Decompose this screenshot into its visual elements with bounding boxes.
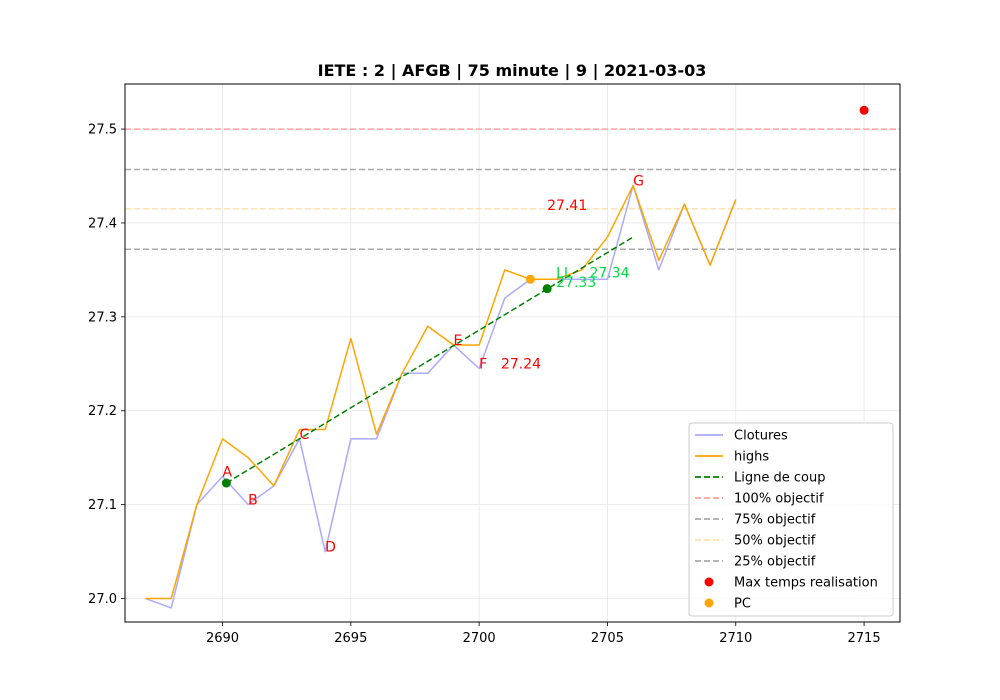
y-tick-label: 27.1 bbox=[88, 498, 117, 513]
y-tick-label: 27.3 bbox=[88, 310, 117, 325]
axes: 2690 2695 2700 2705 2710 2715 27.0 27.1 27.2 27.3… bbox=[88, 123, 881, 646]
x-tick-label: 2710 bbox=[719, 631, 752, 646]
annotation-ll: LL bbox=[556, 265, 572, 281]
chart-title: IETE : 2 | AFGB | 75 minute | 9 | 2021-0… bbox=[318, 61, 707, 81]
legend-label-pc: PC bbox=[734, 597, 751, 612]
annotation-g: G bbox=[633, 173, 644, 189]
trade-line-point bbox=[221, 478, 231, 488]
annotation-d: D bbox=[325, 540, 336, 556]
legend-marker-max-temps-realisation bbox=[704, 577, 714, 587]
legend-label-highs: highs bbox=[734, 450, 769, 465]
x-tick-label: 2705 bbox=[591, 631, 624, 646]
legend-label-max-temps-realisation: Max temps realisation bbox=[734, 576, 878, 591]
annotation-e: E bbox=[453, 333, 462, 349]
trade-line-point bbox=[542, 284, 552, 294]
y-tick-label: 27.2 bbox=[88, 404, 117, 419]
annotation-27-33: 27.33 bbox=[556, 275, 596, 291]
x-tick-label: 2690 bbox=[206, 631, 239, 646]
legend-label-clotures: Clotures bbox=[734, 429, 788, 444]
annotation-27-24: 27.24 bbox=[501, 356, 541, 372]
annotation-c: C bbox=[300, 427, 310, 443]
y-tick-label: 27.0 bbox=[88, 592, 117, 607]
legend-label-25-objectif: 25% objectif bbox=[734, 555, 816, 570]
annotation-27-41: 27.41 bbox=[547, 198, 587, 214]
legend-label-50-objectif: 50% objectif bbox=[734, 534, 816, 549]
plot-frame bbox=[124, 83, 901, 623]
scatter-points bbox=[221, 105, 869, 488]
x-tick-label: 2700 bbox=[463, 631, 496, 646]
annotation-f: F bbox=[479, 356, 487, 372]
ligne-de-coup-line bbox=[225, 236, 634, 484]
x-tick-label: 2695 bbox=[334, 631, 367, 646]
annotation-a: A bbox=[223, 464, 233, 480]
legend-box bbox=[688, 422, 894, 617]
max-temps-realisation-point bbox=[859, 105, 869, 115]
legend-label-75-objectif: 75% objectif bbox=[734, 513, 816, 528]
annotation-b: B bbox=[248, 493, 258, 509]
highs-line bbox=[145, 184, 737, 600]
series-lines bbox=[145, 184, 737, 609]
y-tick-label: 27.4 bbox=[88, 216, 117, 231]
legend: Clotures highs Ligne de coup 100% objectif 7… bbox=[688, 422, 894, 617]
legend-label-ligne-de-coup: Ligne de coup bbox=[734, 471, 825, 486]
pc-point bbox=[525, 274, 535, 284]
y-tick-label: 27.5 bbox=[88, 123, 117, 138]
legend-marker-pc bbox=[704, 598, 714, 608]
x-tick-label: 2715 bbox=[848, 631, 881, 646]
annotation-27-34: 27.34 bbox=[589, 265, 629, 281]
objective-lines bbox=[125, 128, 900, 250]
legend-label-100-objectif: 100% objectif bbox=[734, 492, 824, 507]
